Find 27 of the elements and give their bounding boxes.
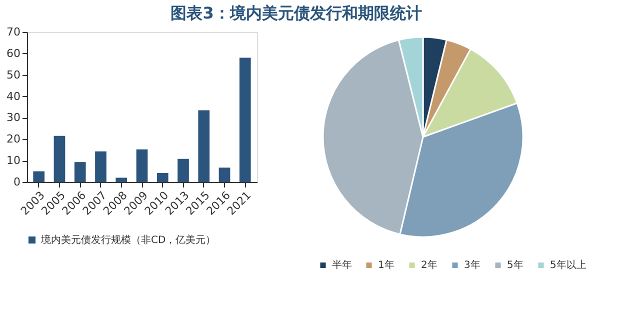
y-tick-label: 10	[6, 154, 20, 168]
legend-label: 1年	[378, 259, 394, 272]
legend-label: 2年	[421, 259, 438, 272]
legend-label: 境内美元债发行规模（非CD，亿美元）	[40, 234, 216, 246]
bar	[218, 168, 230, 182]
y-tick-label: 70	[6, 26, 20, 38]
bar	[33, 171, 45, 182]
bar	[198, 110, 210, 182]
y-tick-label: 20	[6, 132, 20, 146]
bar	[74, 162, 86, 182]
legend-label: 3年	[464, 259, 480, 272]
y-tick-label: 50	[6, 68, 20, 82]
legend-label: 5年以上	[550, 259, 586, 272]
bar	[95, 151, 106, 182]
y-tick-label: 0	[14, 176, 20, 188]
bar	[156, 173, 168, 182]
legend-label: 半年	[332, 259, 352, 272]
bar	[136, 149, 148, 182]
y-tick-label: 30	[6, 111, 20, 124]
bar	[116, 178, 128, 182]
bar	[239, 58, 251, 182]
text: 图表3：境内美元债发行和期限统计	[170, 4, 422, 22]
bar	[178, 158, 189, 182]
y-tick-label: 40	[6, 90, 20, 103]
bar	[54, 136, 66, 182]
y-tick-label: 60	[6, 46, 20, 60]
legend-label: 5年	[507, 259, 524, 272]
